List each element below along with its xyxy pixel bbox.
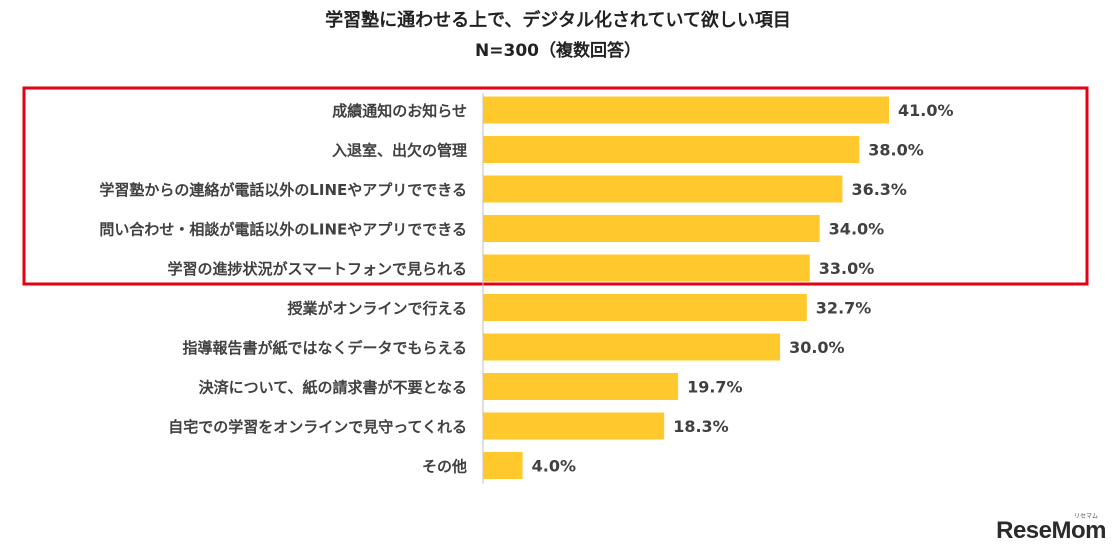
bar: [483, 136, 860, 163]
category-label: 指導報告書が紙ではなくデータでもらえる: [182, 339, 467, 357]
data-label: 32.7%: [816, 299, 872, 318]
bar: [483, 452, 523, 479]
category-label: 授業がオンラインで行える: [287, 300, 467, 318]
category-label: 成績通知のお知らせ: [332, 102, 467, 120]
bar: [483, 294, 807, 321]
bar: [483, 96, 889, 124]
data-label: 36.3%: [851, 180, 907, 199]
watermark-kana: リセマム: [1073, 513, 1098, 520]
data-label: 34.0%: [829, 220, 885, 239]
data-label: 4.0%: [532, 457, 576, 476]
data-label: 38.0%: [868, 141, 924, 160]
category-label: 決済について、紙の請求書が不要となる: [199, 379, 467, 397]
category-label: その他: [422, 458, 467, 476]
chart-subtitle: N=300（複数回答）: [475, 41, 641, 61]
data-label: 30.0%: [789, 338, 845, 357]
bar: [483, 373, 679, 400]
bar: [483, 412, 665, 440]
highlight-box: [22, 86, 1089, 286]
bar: [483, 333, 781, 361]
resemom-watermark-logo: ReseMom: [996, 517, 1106, 544]
category-label: 学習の進捗状況がスマートフォンで見られる: [167, 260, 467, 278]
data-label: 33.0%: [819, 259, 875, 278]
category-label: 問い合わせ・相談が電話以外のLINEやアプリでできる: [99, 221, 467, 239]
data-label: 19.7%: [687, 378, 743, 397]
data-label: 41.0%: [898, 101, 954, 120]
category-label: 入退室、出欠の管理: [332, 142, 467, 160]
bar: [483, 215, 820, 242]
category-label: 学習塾からの連絡が電話以外のLINEやアプリでできる: [99, 181, 467, 199]
chart-title: 学習塾に通わせる上で、デジタル化されていて欲しい項目: [325, 10, 791, 31]
bar: [483, 175, 843, 203]
data-label: 18.3%: [673, 417, 729, 436]
bar: [483, 254, 810, 282]
category-label: 自宅での学習をオンラインで見守ってくれる: [168, 418, 467, 436]
